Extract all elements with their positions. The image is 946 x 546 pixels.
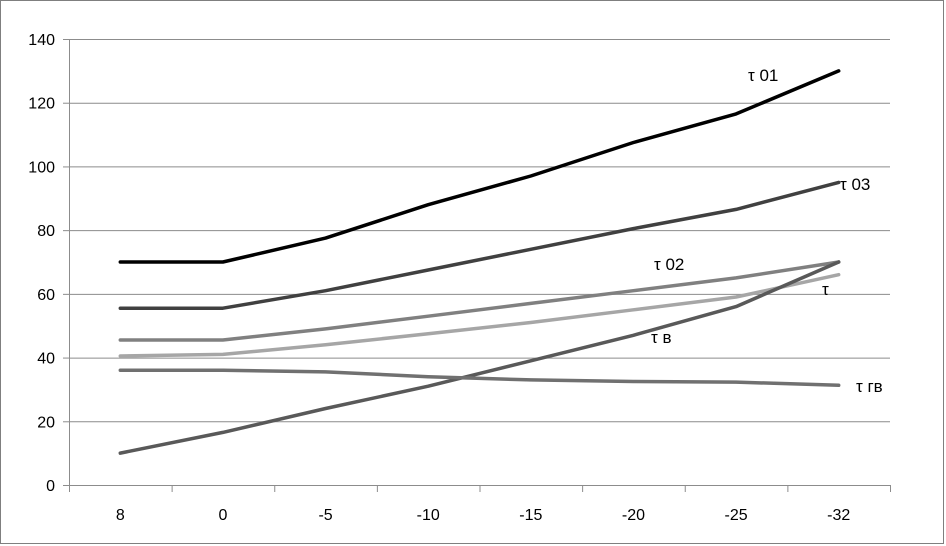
series-label: τ 03 (840, 175, 870, 194)
series-label: τ (822, 280, 829, 299)
y-tick-label: 80 (37, 223, 55, 240)
x-tick-label: 8 (116, 507, 125, 524)
y-tick-label: 120 (28, 96, 55, 113)
x-tick-label: 0 (218, 507, 227, 524)
x-tick-label: -25 (725, 507, 748, 524)
y-tick-label: 40 (37, 351, 55, 368)
series-line (118, 368, 841, 388)
y-tick-label: 60 (37, 287, 55, 304)
x-tick-label: -15 (519, 507, 542, 524)
axes (63, 39, 891, 492)
gridlines (69, 39, 890, 423)
series-label: τ гв (856, 377, 883, 396)
x-tick-labels: 8 0 -5 -10 -15 -20 -25 -32 (116, 507, 850, 524)
series-label: τ 01 (748, 66, 778, 85)
series-label: τ 02 (654, 255, 684, 274)
series-line (118, 260, 841, 455)
x-tick-label: -20 (622, 507, 645, 524)
x-tick-label: -10 (417, 507, 440, 524)
y-tick-label: 100 (28, 159, 55, 176)
y-tick-label: 20 (37, 414, 55, 431)
series-line (118, 180, 841, 310)
series-line (118, 272, 841, 358)
y-tick-label: 140 (28, 32, 55, 49)
series-line (118, 260, 841, 342)
x-tick-label: -32 (827, 507, 850, 524)
series-lines (118, 69, 841, 455)
series-line (118, 69, 841, 264)
x-tick-label: -5 (318, 507, 332, 524)
y-tick-label: 0 (46, 478, 55, 495)
y-tick-labels: 0 20 40 60 80 100 120 140 (28, 32, 55, 495)
series-labels: τ 01 τ 03 τ 02 τ τ в τ гв (651, 66, 883, 396)
series-label: τ в (651, 328, 671, 347)
